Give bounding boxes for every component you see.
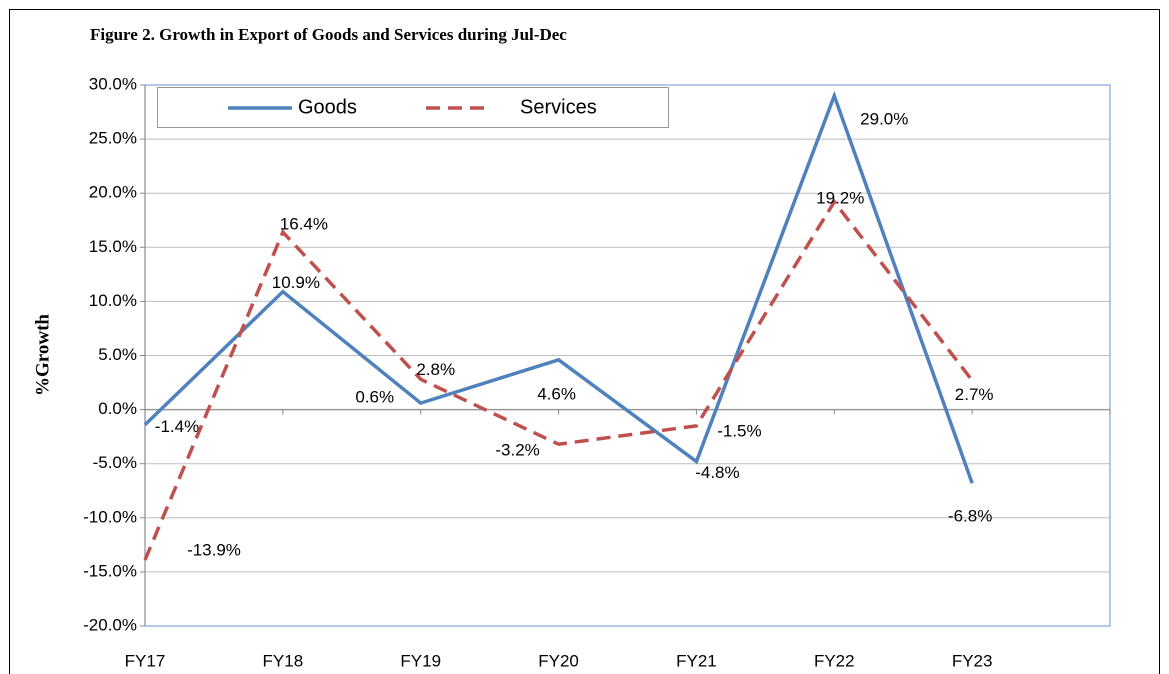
data-label: -3.2% xyxy=(495,441,539,460)
legend-label: Goods xyxy=(298,96,357,118)
x-tick-label: FY18 xyxy=(263,651,304,670)
data-label: 4.6% xyxy=(537,384,576,403)
data-label: 2.7% xyxy=(955,385,994,404)
y-tick-label: 10.0% xyxy=(89,291,137,310)
frame xyxy=(9,9,1160,674)
x-tick-label: FY19 xyxy=(400,651,441,670)
data-label: 29.0% xyxy=(860,109,908,128)
y-tick-label: 15.0% xyxy=(89,237,137,256)
y-tick-label: 25.0% xyxy=(89,129,137,148)
series-line xyxy=(143,90,974,484)
x-tick-label: FY17 xyxy=(125,651,166,670)
data-label: 16.4% xyxy=(280,215,328,234)
y-tick-label: -5.0% xyxy=(93,453,137,472)
data-label: -1.4% xyxy=(155,417,199,436)
x-tick-label: FY20 xyxy=(538,651,579,670)
data-label: 0.6% xyxy=(355,388,394,407)
data-label: -1.5% xyxy=(717,421,761,440)
y-tick-label: 20.0% xyxy=(89,183,137,202)
y-axis-label: %Growth xyxy=(32,314,53,396)
chart-title: Figure 2. Growth in Export of Goods and … xyxy=(90,25,567,44)
data-label: -13.9% xyxy=(187,540,241,559)
data-label: 10.9% xyxy=(272,273,320,292)
x-tick-label: FY21 xyxy=(676,651,717,670)
y-tick-label: -20.0% xyxy=(83,615,137,634)
data-label: 2.8% xyxy=(416,360,455,379)
series-line xyxy=(143,198,974,561)
data-label: -4.8% xyxy=(695,463,739,482)
x-tick-label: FY23 xyxy=(952,651,993,670)
x-tick-label: FY22 xyxy=(814,651,855,670)
y-tick-label: 30.0% xyxy=(89,74,137,93)
data-label: 19.2% xyxy=(816,188,864,207)
data-label: -6.8% xyxy=(948,507,992,526)
legend-label: Services xyxy=(520,96,597,118)
y-tick-label: -10.0% xyxy=(83,507,137,526)
y-tick-label: -15.0% xyxy=(83,561,137,580)
y-tick-label: 0.0% xyxy=(98,399,137,418)
y-tick-label: 5.0% xyxy=(98,345,137,364)
